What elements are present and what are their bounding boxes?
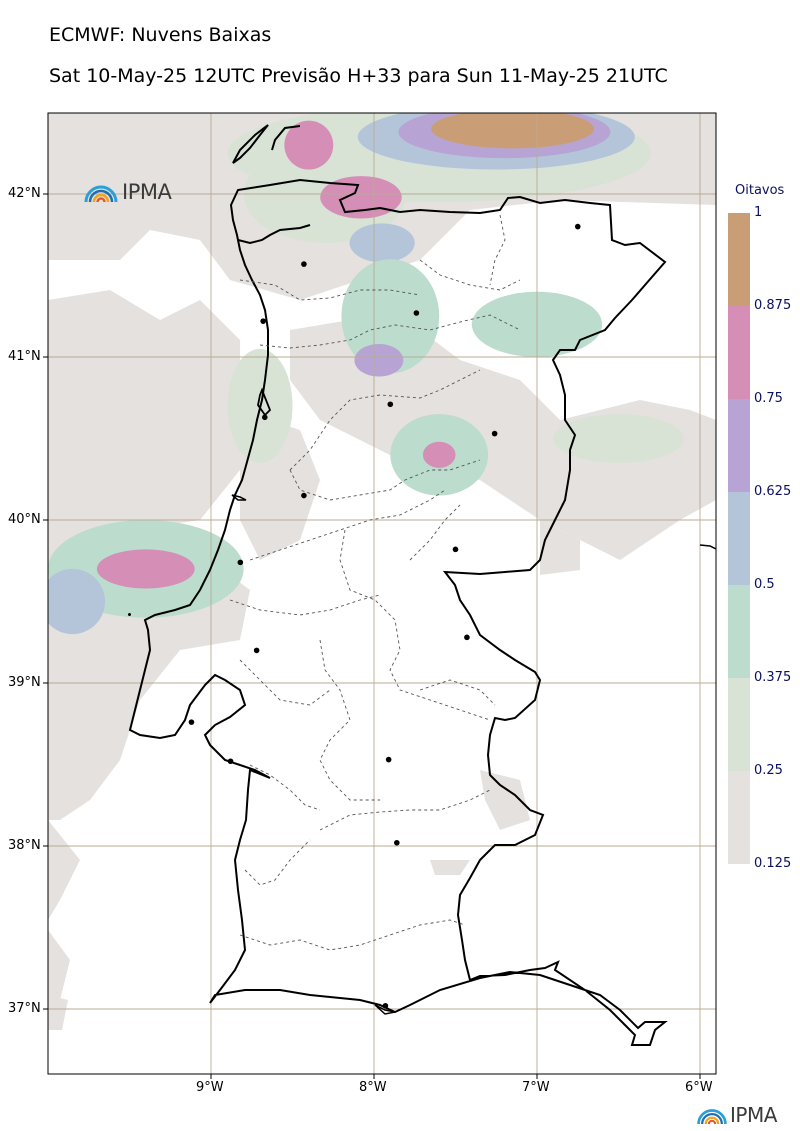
colorbar-tick-label: 0.375 — [754, 670, 792, 685]
city-marker-12 — [188, 719, 195, 725]
ipma-logo-inset: IPMA — [82, 180, 172, 204]
mondego-spit — [231, 494, 247, 501]
city-marker-13 — [385, 756, 392, 763]
colorbar-tick-label: 0.875 — [754, 298, 792, 313]
city-marker-10 — [253, 647, 260, 654]
colorbar-tick-label: 0.5 — [754, 577, 775, 592]
cloud-patch-13 — [553, 414, 684, 463]
ipma-logo-text: IPMA — [730, 1103, 777, 1127]
y-tick-label-42n: 42°N — [8, 186, 41, 201]
district-borders — [229, 214, 521, 951]
map-subtitle: Sat 10-May-25 12UTC Previsão H+33 para S… — [49, 65, 668, 87]
city-marker-2 — [260, 318, 266, 324]
city-marker-8 — [237, 559, 244, 566]
cloud-patch-11 — [422, 441, 456, 468]
guadiana-mouth — [374, 1004, 396, 1015]
x-tick-label-9w: 9°W — [196, 1080, 224, 1095]
city-markers — [128, 223, 581, 1009]
graticule — [48, 113, 716, 1074]
colorbar-bin-2 — [728, 585, 750, 678]
city-marker-15 — [394, 839, 400, 846]
ipma-arc-icon — [697, 1109, 727, 1125]
city-marker-6 — [491, 430, 498, 437]
cloud-patch-6 — [284, 120, 334, 170]
ipma-arc-icon — [84, 185, 118, 203]
city-marker-0 — [574, 223, 581, 230]
x-tick-label-6w: 6°W — [685, 1080, 713, 1095]
cloud-patch-8 — [341, 259, 440, 374]
colorbar-unit-label: Oitavos — [735, 183, 785, 198]
axis-ticks — [43, 193, 701, 1079]
city-marker-1 — [301, 261, 307, 267]
cloud-patch-7 — [349, 223, 415, 263]
portugal-coastline — [128, 178, 668, 1046]
cloud-patch-15 — [96, 549, 195, 589]
colorbar-tick-label: 0.75 — [754, 391, 783, 406]
plot-frame — [47, 112, 717, 1075]
spain-coastline — [232, 124, 311, 245]
y-tick-label-38n: 38°N — [8, 838, 41, 853]
city-marker-3 — [413, 310, 420, 316]
y-tick-label-41n: 41°N — [8, 349, 41, 364]
colorbar-bin-3 — [728, 492, 750, 585]
city-marker-5 — [261, 414, 268, 421]
cloud-patch-16 — [48, 568, 106, 635]
x-tick-label-8w: 8°W — [359, 1080, 387, 1095]
cloud-patch-3 — [431, 113, 595, 149]
colorbar-tick-label: 1 — [754, 205, 763, 220]
ipma-logo-footer: IPMA — [695, 1103, 777, 1127]
city-marker-14 — [227, 758, 234, 765]
colorbar-bin-1 — [728, 678, 750, 771]
city-marker-9 — [452, 546, 459, 553]
cloud-patch-9 — [354, 343, 404, 377]
colorbar-tick-label: 0.125 — [754, 856, 792, 871]
spain-right-island — [699, 544, 716, 550]
colorbar — [728, 213, 750, 864]
colorbar-tick-label: 0.625 — [754, 484, 792, 499]
x-tick-label-7w: 7°W — [522, 1080, 550, 1095]
y-tick-label-37n: 37°N — [8, 1001, 41, 1016]
colorbar-bin-5 — [728, 306, 750, 399]
cloud-patches — [48, 113, 684, 635]
ipma-logo-text: IPMA — [122, 180, 172, 204]
y-tick-label-39n: 39°N — [8, 675, 41, 690]
y-tick-label-40n: 40°N — [8, 512, 41, 527]
city-marker-17 — [128, 613, 131, 617]
colorbar-bin-4 — [728, 399, 750, 492]
map-title: ECMWF: Nuvens Baixas — [49, 24, 272, 46]
city-marker-16 — [382, 1002, 389, 1009]
colorbar-bin-6 — [728, 213, 750, 306]
city-marker-4 — [387, 401, 394, 408]
colorbar-tick-label: 0.25 — [754, 763, 783, 778]
city-marker-11 — [464, 634, 470, 641]
colorbar-bin-0 — [728, 771, 750, 864]
city-marker-7 — [301, 492, 307, 499]
